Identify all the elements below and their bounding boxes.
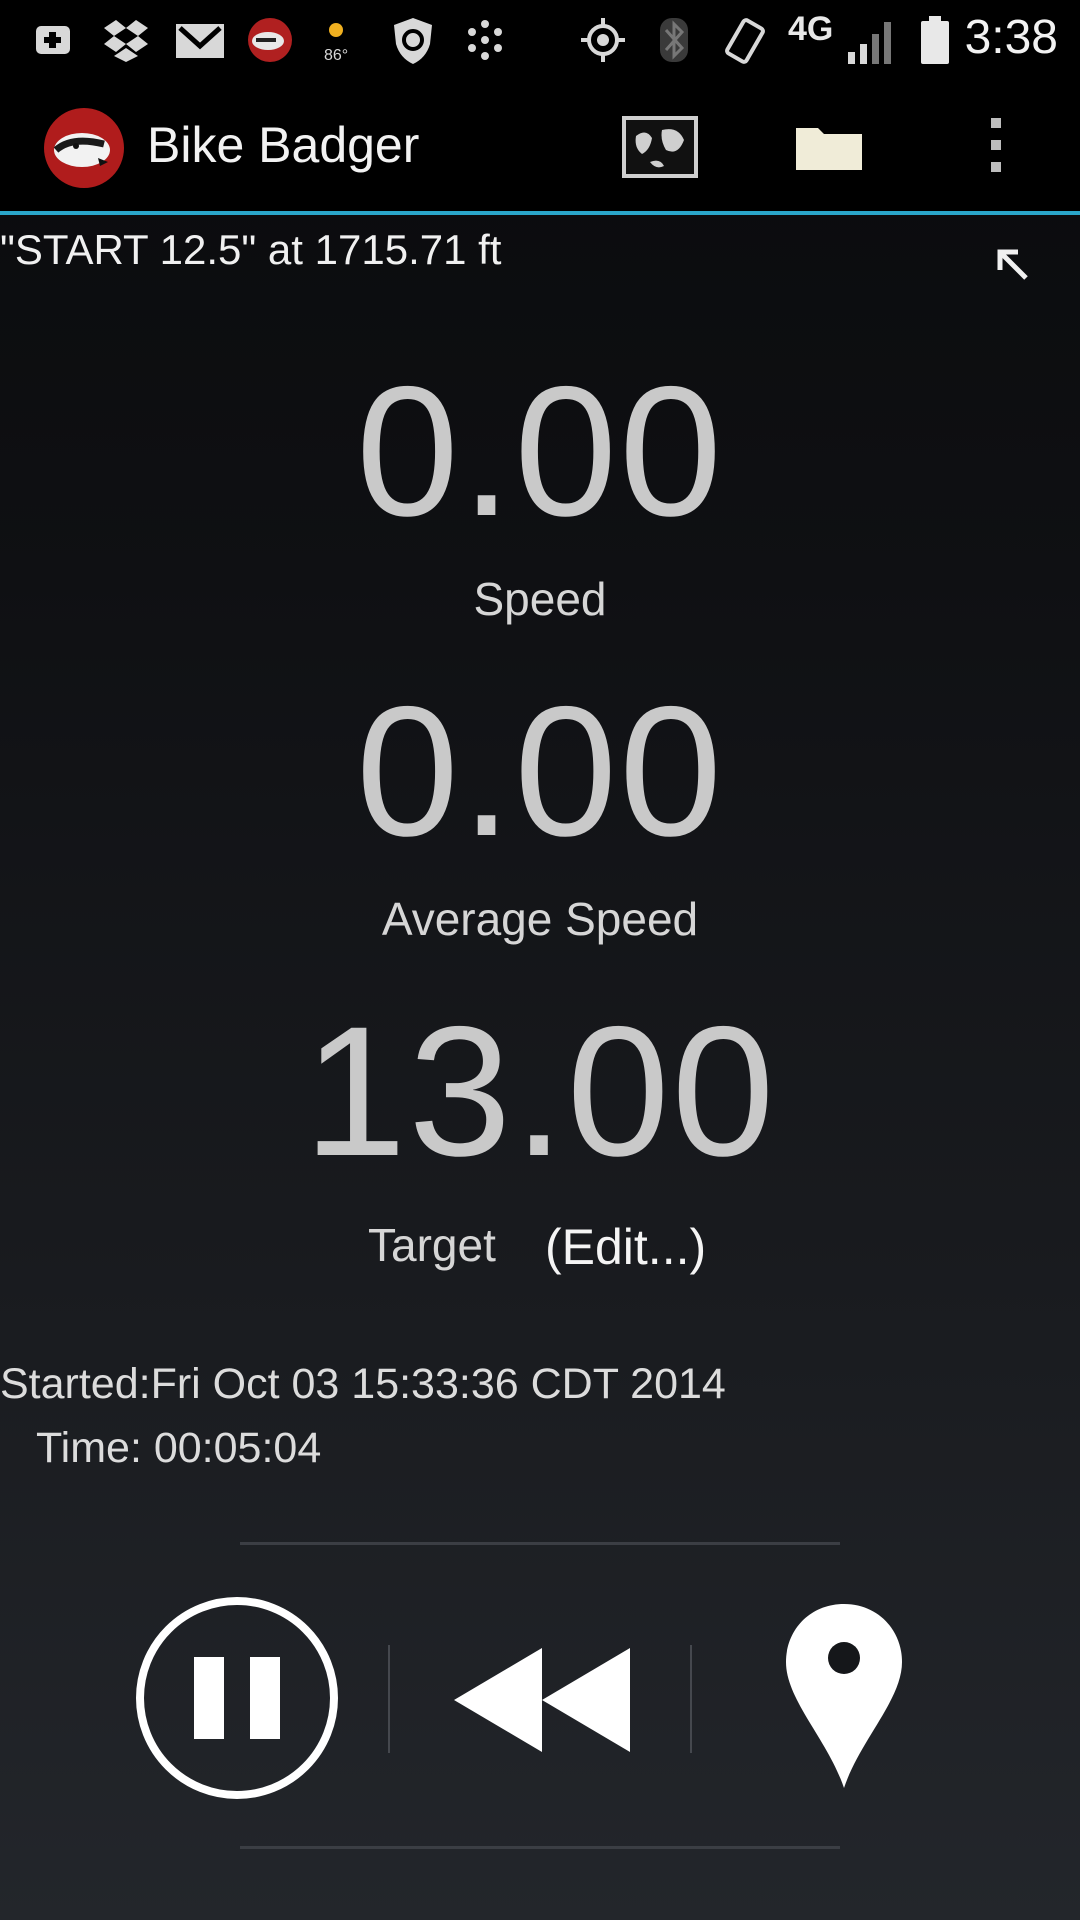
dropbox-icon xyxy=(104,20,148,62)
dots-icon xyxy=(468,20,502,60)
average-speed-label: Average Speed xyxy=(381,893,699,945)
shield-icon xyxy=(394,18,432,64)
top-divider xyxy=(240,1542,840,1545)
average-speed-value: 0.00 xyxy=(355,669,725,875)
status-bar: 86° 4G 3:38 xyxy=(0,0,1080,80)
target-value: 13.00 xyxy=(303,989,777,1195)
speed-label: Speed xyxy=(473,573,607,625)
battery-icon xyxy=(921,16,949,64)
map-icon[interactable] xyxy=(620,110,700,184)
lte-signal-icon: 4G xyxy=(788,10,908,70)
overflow-menu-icon[interactable] xyxy=(956,110,1036,184)
elapsed-time: Time: 00:05:04 xyxy=(36,1424,322,1472)
action-bar: Bike Badger xyxy=(0,80,1080,215)
bike-badger-notification-icon xyxy=(248,18,292,62)
started-text: Started:Fri Oct 03 15:33:36 CDT 2014 xyxy=(0,1360,726,1408)
control-separator xyxy=(690,1645,692,1753)
app-title: Bike Badger xyxy=(147,117,420,173)
location-pin-button[interactable] xyxy=(782,1600,906,1792)
badger-logo-icon[interactable] xyxy=(42,106,126,190)
rotate-icon xyxy=(725,18,765,64)
gmail-icon xyxy=(176,24,224,58)
edit-target-link[interactable]: (Edit...) xyxy=(545,1219,707,1275)
bottom-divider xyxy=(240,1846,840,1849)
control-separator xyxy=(388,1645,390,1753)
target-label: Target xyxy=(368,1219,496,1271)
speed-value: 0.00 xyxy=(355,349,725,555)
clock: 3:38 xyxy=(964,11,1058,64)
gps-icon xyxy=(581,18,625,62)
pause-button[interactable] xyxy=(134,1595,340,1801)
location-text: "START 12.5" at 1715.71 ft xyxy=(0,226,502,273)
arrow-up-left-icon[interactable] xyxy=(992,244,1032,284)
weather-temp: 86° xyxy=(324,47,348,64)
rewind-button[interactable] xyxy=(446,1640,636,1760)
plus-notification-icon xyxy=(36,26,70,54)
folder-icon[interactable] xyxy=(790,110,870,184)
bluetooth-icon xyxy=(660,18,688,62)
location-pin-icon xyxy=(786,1604,902,1788)
pause-icon xyxy=(136,1597,338,1799)
network-label: 4G xyxy=(788,10,834,48)
weather-icon: 86° xyxy=(324,23,348,64)
rewind-icon xyxy=(454,1648,630,1752)
